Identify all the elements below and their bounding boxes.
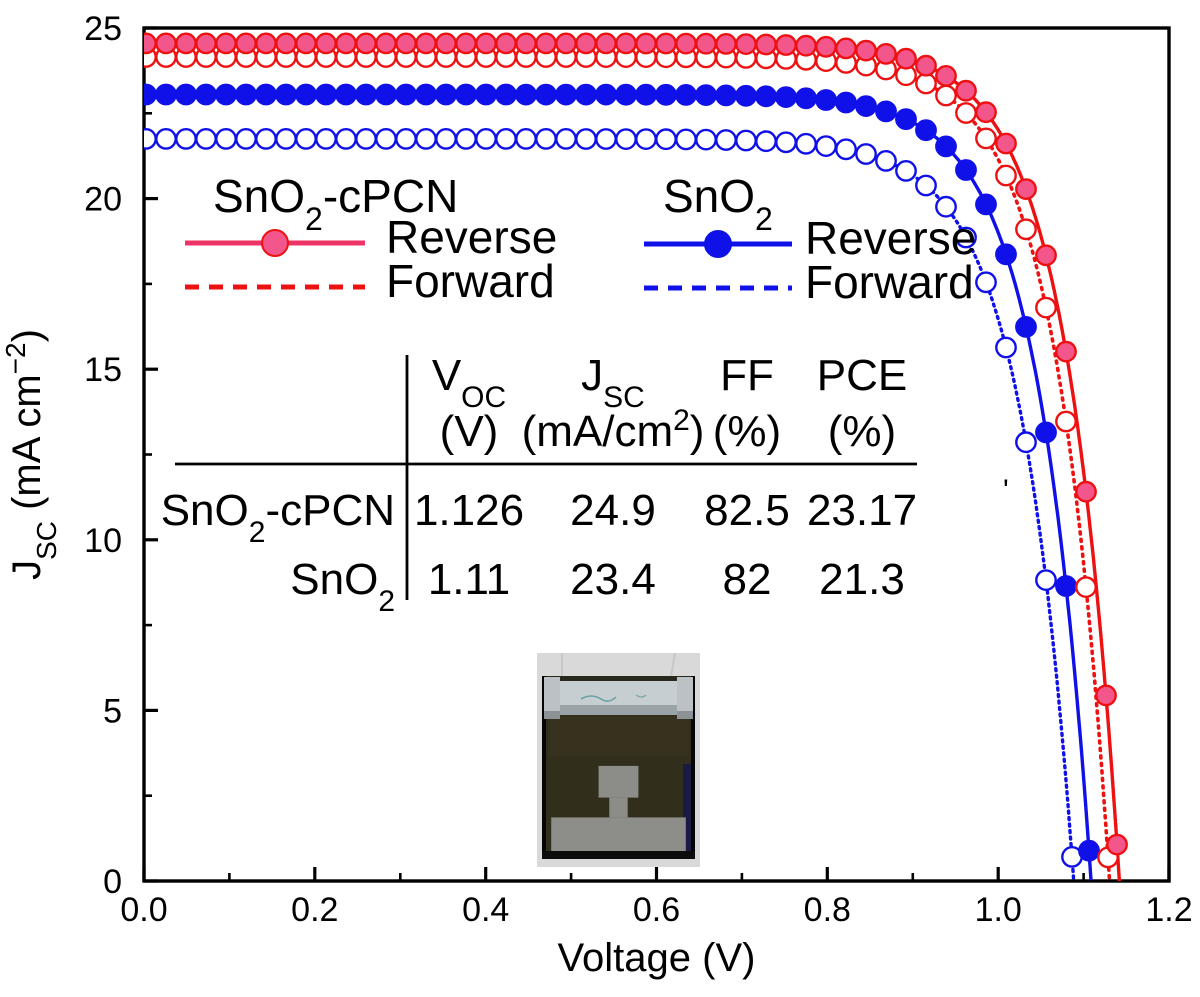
svg-text:(%): (%) [713,407,781,456]
svg-text:JSC (mA cm−2): JSC (mA cm−2) [0,329,62,580]
svg-text:(V): (V) [440,407,499,456]
svg-text:SnO2: SnO2 [290,555,395,618]
svg-text:1.0: 1.0 [975,891,1022,929]
svg-text:25: 25 [84,10,122,48]
svg-text:10: 10 [84,522,122,560]
svg-text:20: 20 [84,181,122,219]
svg-text:0.2: 0.2 [291,891,338,929]
svg-text:JSC: JSC [581,351,645,414]
svg-text:82: 82 [723,555,772,604]
svg-text:5: 5 [103,692,122,730]
svg-text:SnO2-cPCN: SnO2-cPCN [161,486,395,549]
svg-text:1.11: 1.11 [428,555,510,604]
svg-text:15: 15 [84,351,122,389]
svg-text:23.4: 23.4 [570,555,656,604]
svg-text:24.9: 24.9 [570,486,656,535]
svg-text:0.6: 0.6 [633,891,680,929]
svg-text:VOC: VOC [432,351,506,414]
svg-text:(mA/cm2): (mA/cm2) [522,404,705,457]
svg-text:FF: FF [720,351,774,400]
svg-text:82.5: 82.5 [704,486,790,535]
svg-text:Forward: Forward [805,256,974,308]
svg-text:1.2: 1.2 [1145,891,1192,929]
svg-text:SnO2: SnO2 [663,170,773,237]
svg-text:': ' [1003,474,1009,507]
svg-text:Voltage (V): Voltage (V) [558,936,756,980]
svg-text:0.4: 0.4 [462,891,509,929]
svg-text:23.17: 23.17 [807,486,917,535]
svg-text:PCE: PCE [817,351,907,400]
svg-text:0.0: 0.0 [120,891,167,929]
svg-text:21.3: 21.3 [819,555,905,604]
svg-text:Forward: Forward [386,255,555,307]
svg-text:0: 0 [103,863,122,901]
svg-text:(%): (%) [828,407,896,456]
svg-text:1.126: 1.126 [414,486,524,535]
svg-text:0.8: 0.8 [804,891,851,929]
